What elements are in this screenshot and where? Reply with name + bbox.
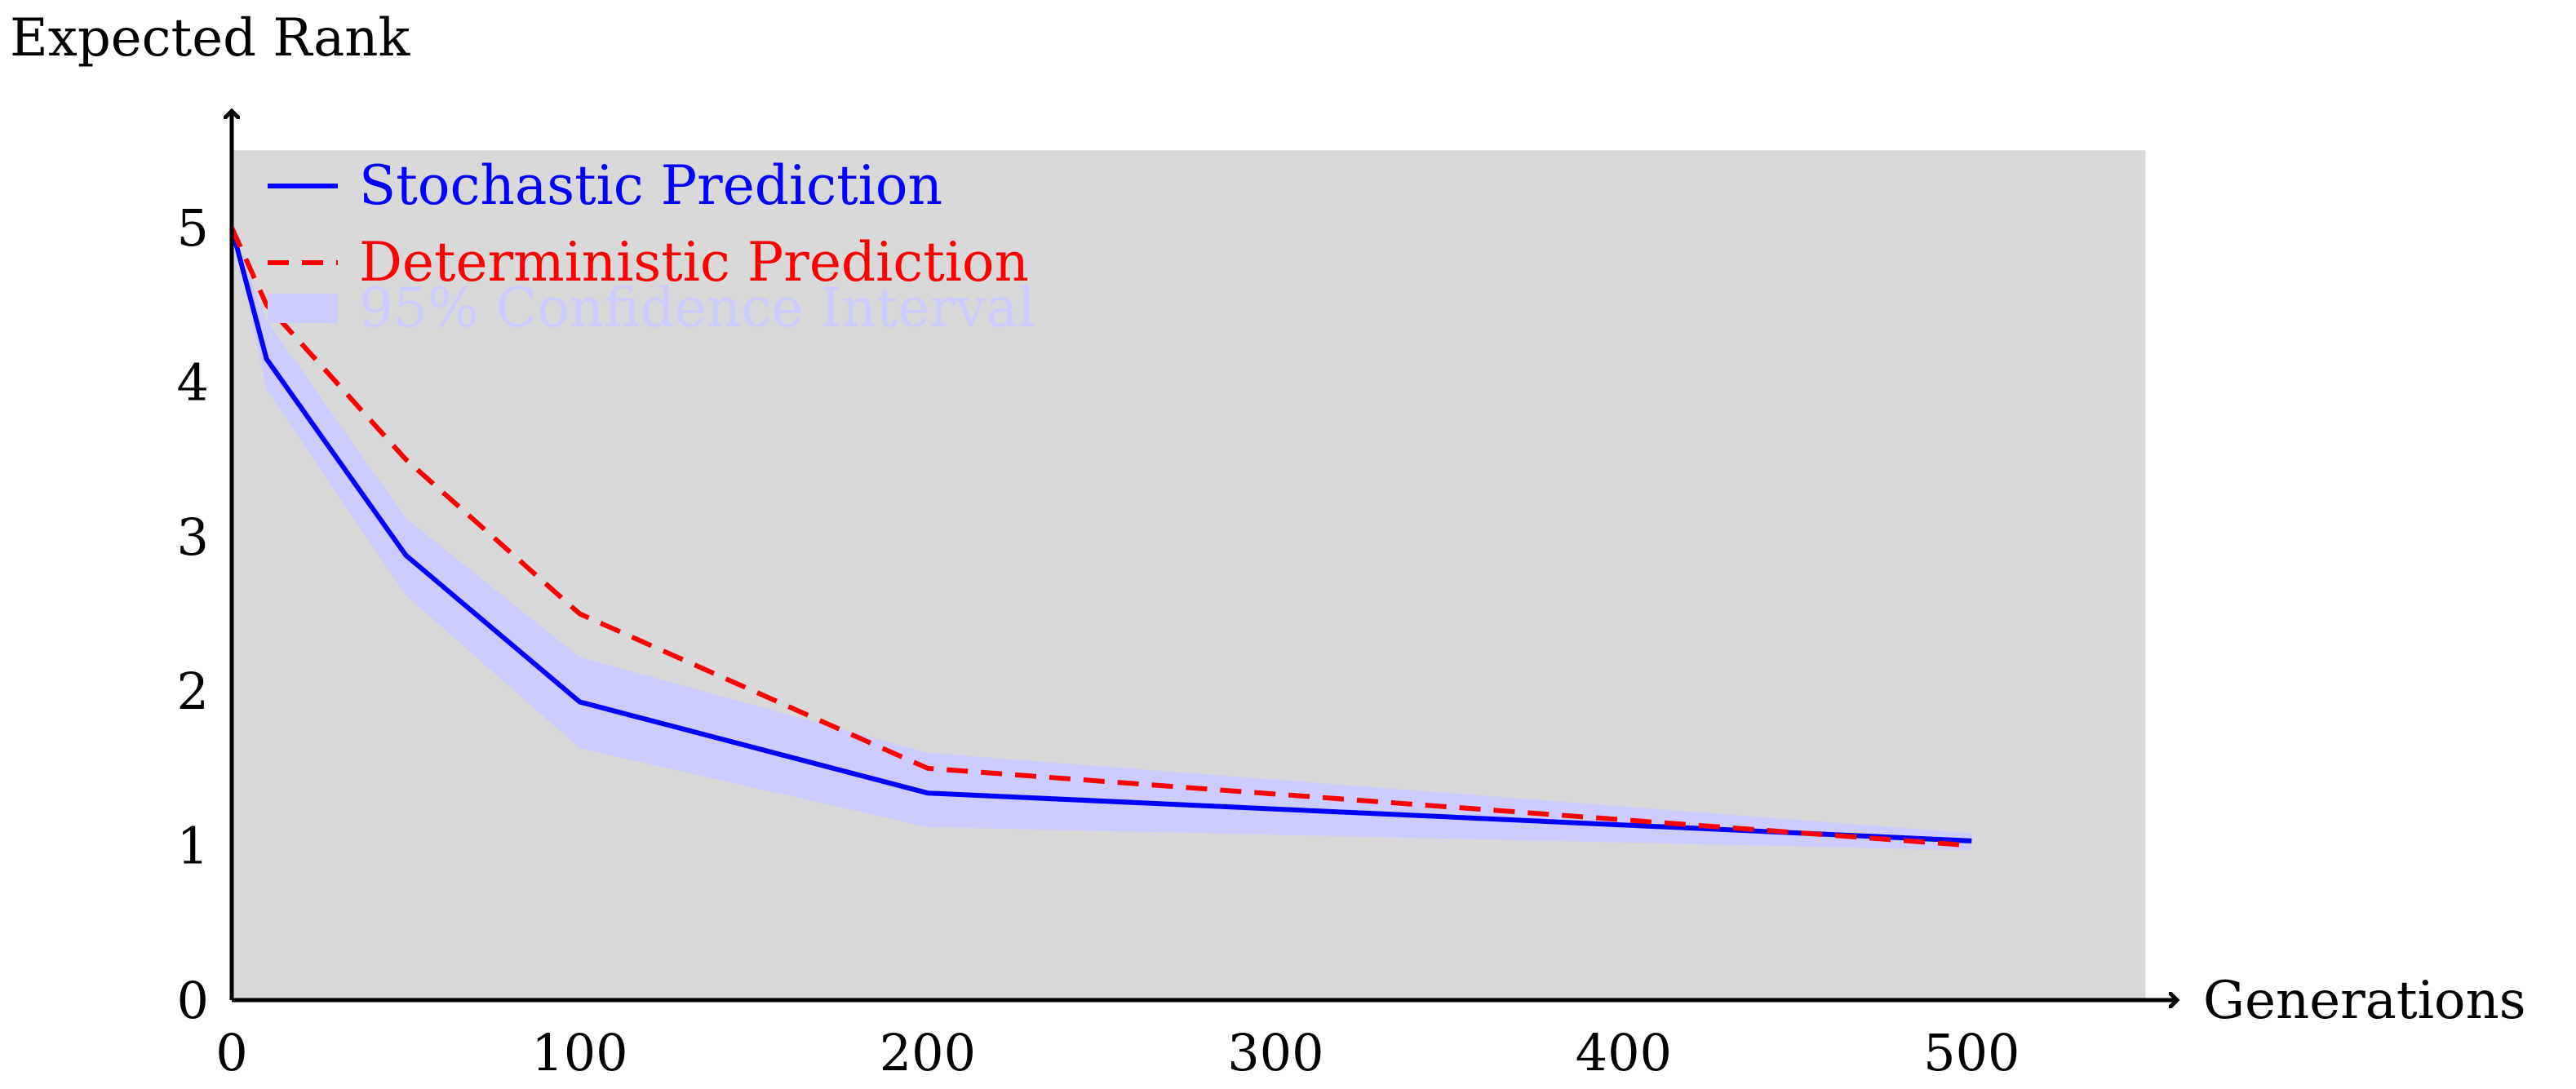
- x-tick-label: 500: [1923, 1023, 2020, 1082]
- x-axis-title: Generations: [2203, 971, 2526, 1031]
- deterministic-series-line: [229, 226, 1972, 848]
- stochastic-series-line: [229, 227, 1972, 843]
- y-tick-labels: 0 1 2 3 4 5: [177, 198, 209, 1030]
- legend-swatch-band: [268, 294, 338, 323]
- legend-label: Deterministic Prediction: [359, 231, 1029, 294]
- y-tick-label: 2: [177, 662, 209, 721]
- x-tick-label: 0: [215, 1023, 247, 1082]
- legend-label: Stochastic Prediction: [359, 154, 942, 217]
- y-tick-label: 4: [177, 352, 209, 412]
- confidence-band: [232, 228, 1972, 851]
- y-tick-label: 0: [177, 971, 209, 1030]
- x-tick-labels: 0 100 200 300 400 500: [215, 1023, 2020, 1082]
- y-axis-title: Expected Rank: [10, 8, 410, 69]
- confidence-band-layer: [232, 228, 1972, 851]
- legend: Stochastic Prediction Deterministic Predi…: [268, 154, 1035, 339]
- plot-area-background: [232, 150, 2146, 1000]
- x-tick-label: 300: [1227, 1023, 1323, 1082]
- y-tick-label: 5: [177, 198, 209, 258]
- y-tick-label: 1: [177, 817, 209, 876]
- y-tick-label: 3: [177, 507, 209, 567]
- x-tick-label: 200: [880, 1023, 976, 1082]
- x-tick-label: 100: [531, 1023, 627, 1082]
- x-tick-label: 400: [1576, 1023, 1672, 1082]
- legend-label: 95% Confidence Interval: [359, 277, 1035, 339]
- series-layer: [229, 226, 1972, 848]
